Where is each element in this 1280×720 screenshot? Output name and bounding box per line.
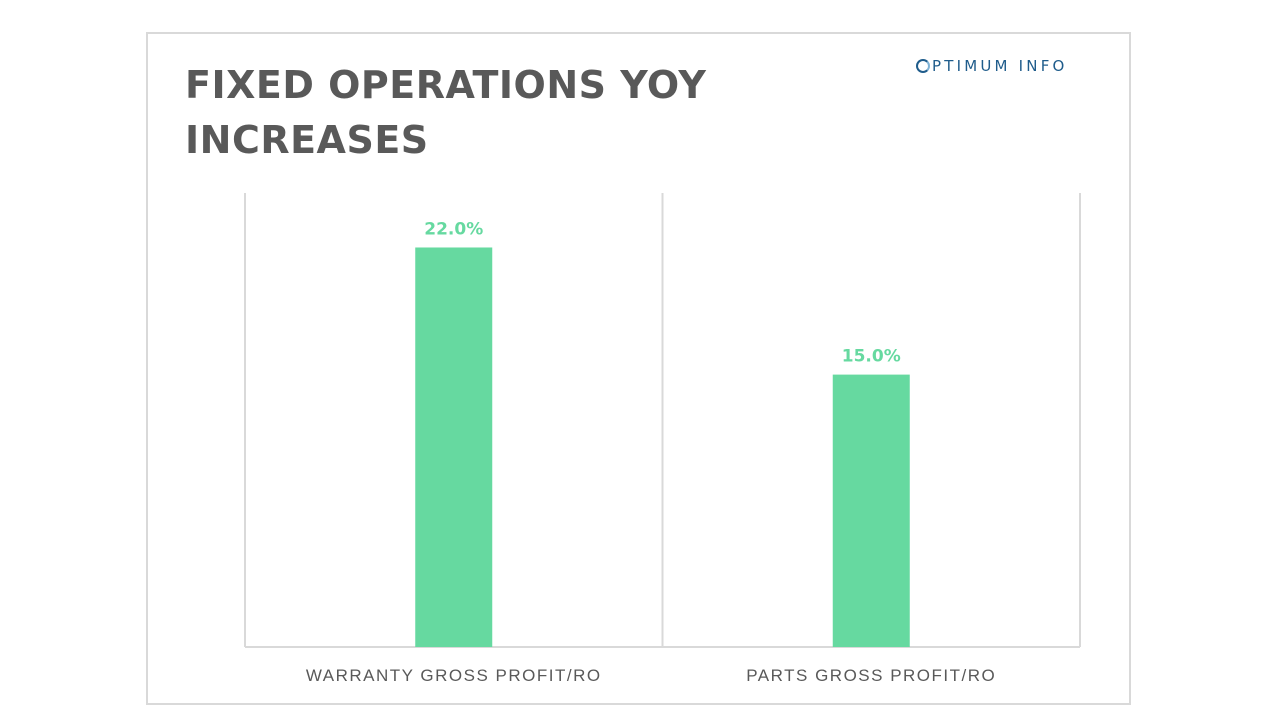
- slide-frame: [146, 32, 1131, 705]
- chart-labels: 22.0% WARRANTY GROSS PROFIT/RO 15.0% PARTS …: [306, 219, 996, 685]
- category-label: PARTS GROSS PROFIT/RO: [746, 666, 996, 685]
- optimum-info-logo: PTIMUM INFO: [916, 57, 1116, 81]
- chart-bars: [415, 247, 910, 648]
- bar-value-label: 15.0%: [842, 347, 901, 367]
- bar: [415, 247, 493, 648]
- bar-value-label: 22.0%: [424, 219, 483, 239]
- category-label: WARRANTY GROSS PROFIT/RO: [306, 666, 602, 685]
- bar: [832, 374, 910, 647]
- logo-o-ring-icon: [916, 59, 930, 73]
- page-title: FIXED OPERATIONS YOY INCREASES: [185, 63, 707, 162]
- chart-axes: [244, 193, 1081, 648]
- logo-text: PTIMUM INFO: [932, 57, 1068, 75]
